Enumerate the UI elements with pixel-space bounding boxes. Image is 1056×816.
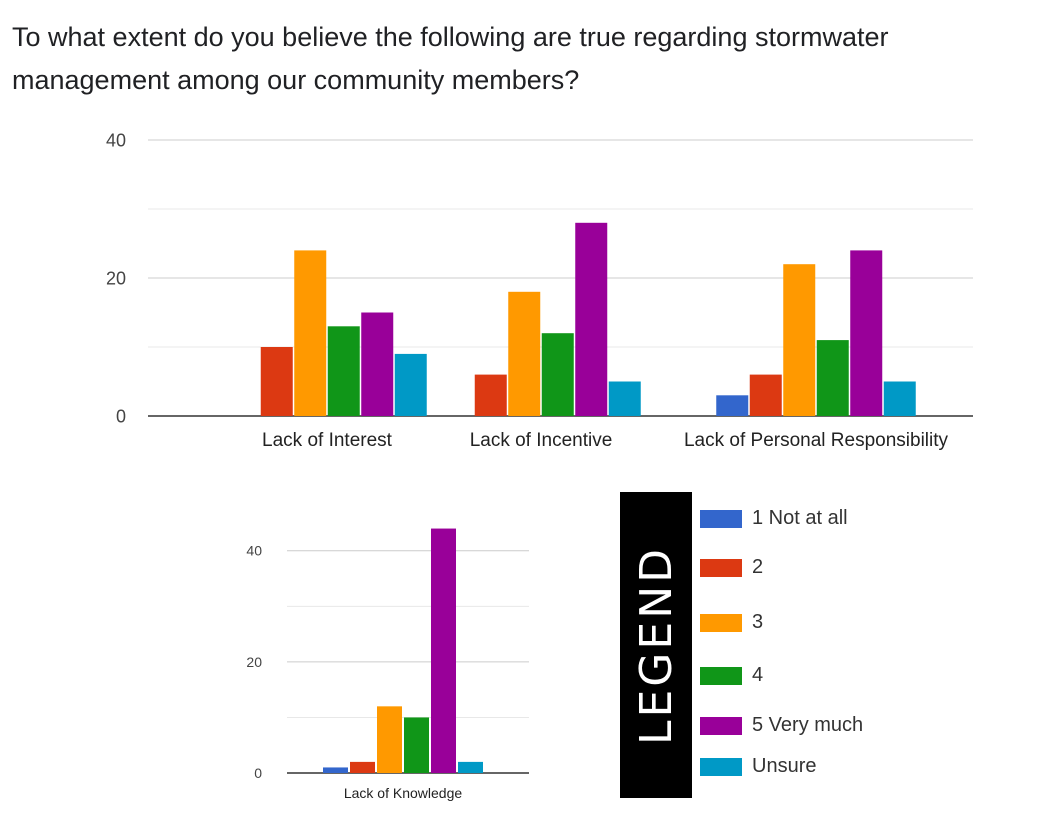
bar-lack-of-knowledge-5 <box>431 528 456 773</box>
bar-lack-of-personal-responsibility-1 <box>716 395 749 416</box>
bar-lack-of-incentive-5 <box>575 222 608 416</box>
legend-item: Unsure <box>700 755 816 778</box>
bar-lack-of-knowledge-3 <box>377 706 402 773</box>
bar-lack-of-personal-responsibility-3 <box>783 264 816 416</box>
y-tick-label: 0 <box>254 765 262 781</box>
legend-item: 4 <box>700 664 763 687</box>
bar-lack-of-incentive-4 <box>541 333 574 416</box>
y-tick-label: 20 <box>106 268 126 288</box>
legend-label: 4 <box>752 664 764 686</box>
legend-swatch <box>700 613 742 632</box>
bar-lack-of-interest-6 <box>394 353 427 416</box>
legend-title-text: LEGEND <box>630 545 682 745</box>
legend-swatch <box>700 558 742 577</box>
bar-lack-of-knowledge-6 <box>458 761 483 773</box>
bar-lack-of-interest-5 <box>361 312 394 416</box>
category-label: Lack of Interest <box>262 430 393 451</box>
category-label: Lack of Knowledge <box>344 785 463 801</box>
legend-item: 5 Very much <box>700 714 863 737</box>
category-label: Lack of Incentive <box>470 430 613 451</box>
legend-item: 3 <box>700 611 763 634</box>
legend-panel <box>620 492 692 798</box>
bar-lack-of-interest-4 <box>327 326 360 416</box>
category-label: Lack of Personal Responsibility <box>684 430 949 451</box>
legend-item: 1 Not at all <box>700 507 848 530</box>
legend-title: LEGEND <box>620 492 692 798</box>
legend-label: 3 <box>752 611 764 633</box>
bar-lack-of-personal-responsibility-5 <box>850 250 883 416</box>
y-tick-label: 20 <box>246 654 262 670</box>
legend-swatch <box>700 509 742 528</box>
legend-item: 2 <box>700 556 763 579</box>
bar-lack-of-personal-responsibility-2 <box>749 374 782 416</box>
legend-label: 2 <box>752 556 764 578</box>
legend-swatch <box>700 757 742 776</box>
bar-lack-of-personal-responsibility-4 <box>816 340 849 416</box>
bar-lack-of-incentive-3 <box>508 291 541 416</box>
legend-label: 5 Very much <box>752 714 864 736</box>
bar-lack-of-knowledge-4 <box>404 717 429 773</box>
bar-lack-of-interest-2 <box>260 347 293 416</box>
legend-swatch <box>700 716 742 735</box>
y-tick-label: 40 <box>106 130 126 150</box>
bar-lack-of-personal-responsibility-6 <box>883 381 916 416</box>
bar-lack-of-knowledge-2 <box>350 761 375 773</box>
bar-lack-of-interest-3 <box>294 250 327 416</box>
y-tick-label: 40 <box>246 543 262 559</box>
legend-label: Unsure <box>752 755 817 777</box>
legend-label: 1 Not at all <box>752 507 848 529</box>
legend-swatch <box>700 666 742 685</box>
bar-lack-of-knowledge-1 <box>323 767 348 773</box>
bar-lack-of-incentive-6 <box>608 381 641 416</box>
bar-lack-of-incentive-2 <box>474 374 507 416</box>
question-title: To what extent do you believe the follow… <box>12 22 889 95</box>
y-tick-label: 0 <box>116 406 126 426</box>
